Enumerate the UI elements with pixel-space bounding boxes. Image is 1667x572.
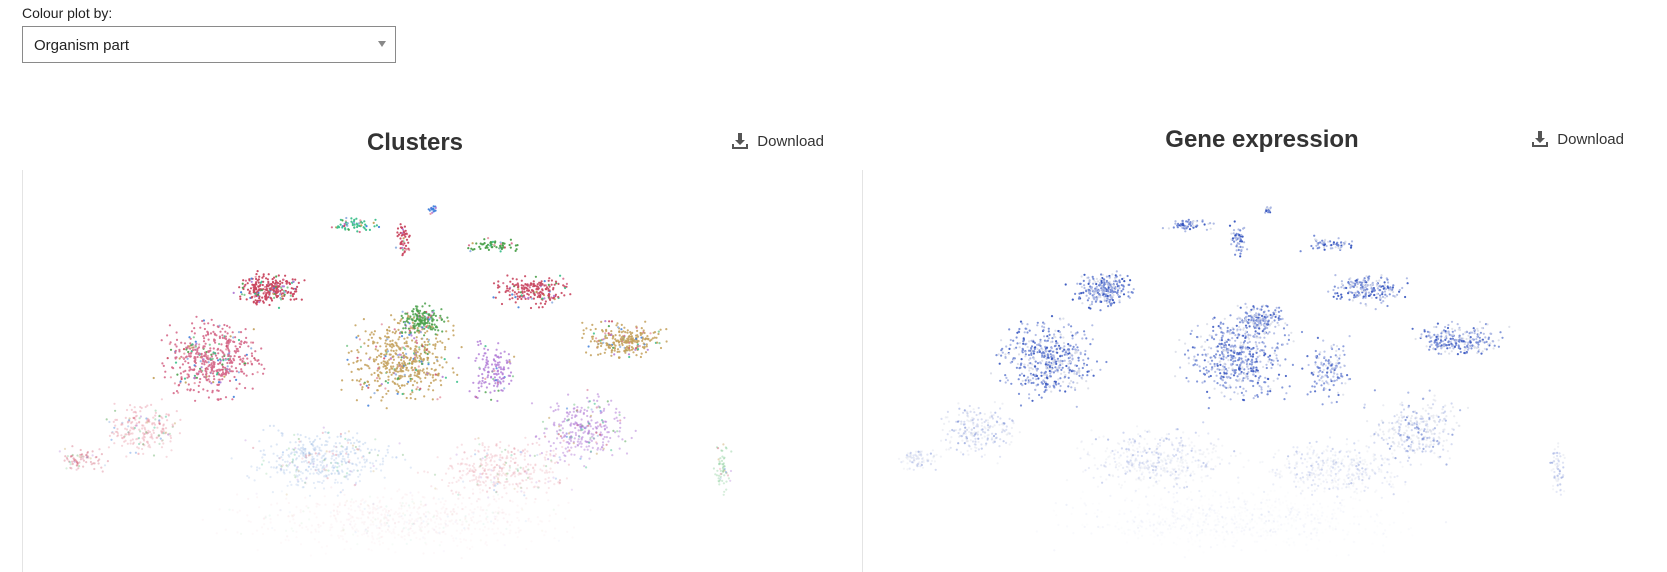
clusters-title: Clusters [366, 129, 464, 156]
chevron-down-icon [378, 41, 386, 47]
clusters-download-label: Download [757, 132, 824, 150]
gene-expression-scatter-plot[interactable] [862, 170, 1623, 572]
clusters-panel: Clusters Download [22, 120, 858, 572]
gene-expression-panel: Gene expression Download [862, 120, 1662, 572]
download-icon [732, 133, 749, 149]
download-icon [1532, 131, 1549, 147]
clusters-scatter-svg [58, 205, 733, 560]
colour-by-label: Colour plot by: [22, 5, 113, 21]
colour-by-selected-value: Organism part [34, 37, 130, 54]
clusters-scatter-plot[interactable] [22, 170, 791, 572]
gene-expression-download-label: Download [1557, 130, 1624, 148]
gene-expression-title: Gene expression [1165, 126, 1359, 153]
clusters-download-button[interactable]: Download [731, 132, 824, 150]
colour-by-select[interactable]: Organism part [22, 26, 396, 63]
gene-expression-scatter-svg [897, 206, 1566, 559]
gene-expression-download-button[interactable]: Download [1531, 130, 1624, 148]
